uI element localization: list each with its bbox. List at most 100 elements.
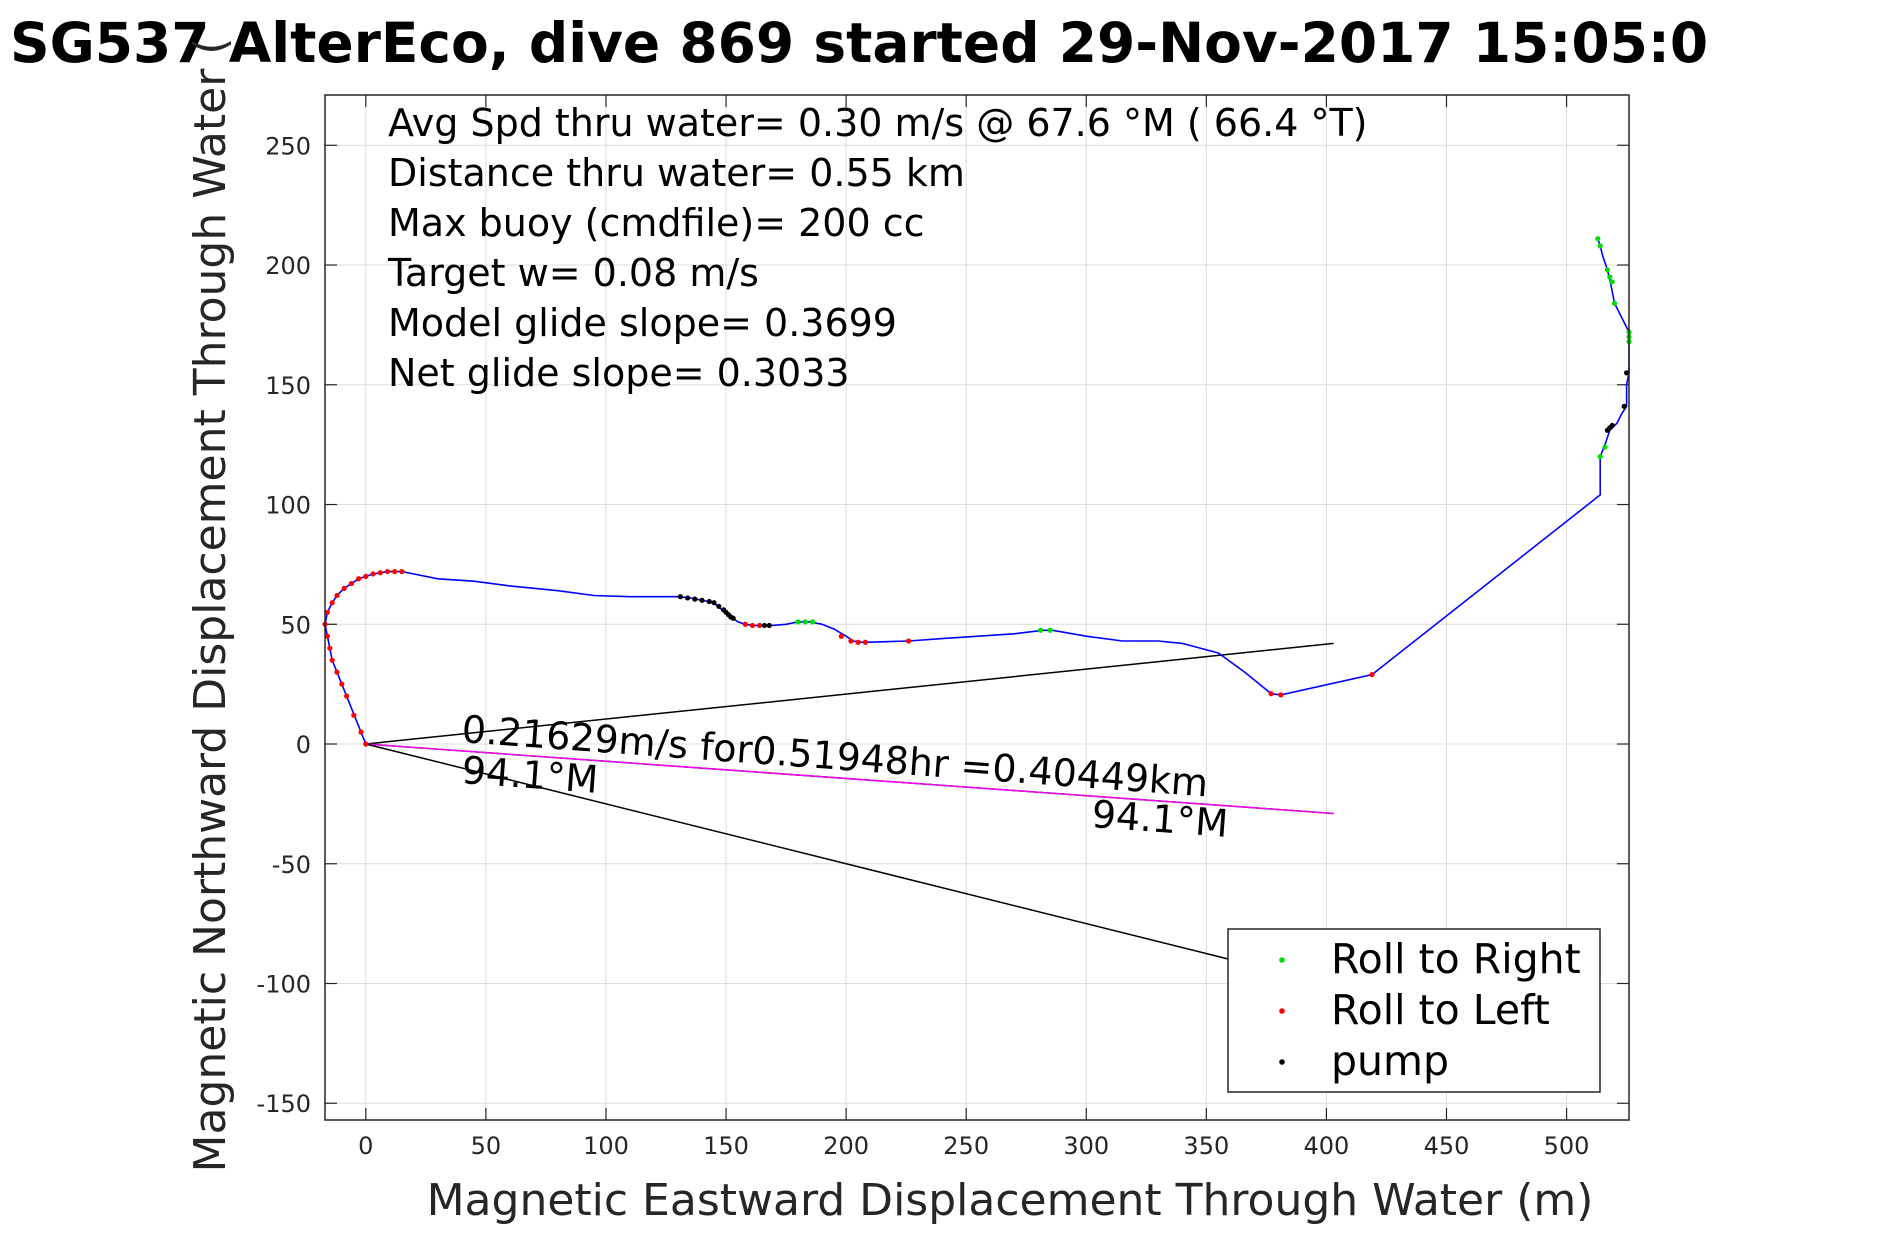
legend-marker-pump bbox=[1279, 1059, 1285, 1065]
info-line-avg-speed: Avg Spd thru water= 0.30 m/s @ 67.6 °M (… bbox=[388, 101, 1368, 145]
roll-left-marker bbox=[742, 621, 748, 627]
legend-label-roll-left: Roll to Left bbox=[1331, 986, 1550, 1034]
current-line bbox=[365, 743, 1334, 815]
y-tick-label: -150 bbox=[257, 1090, 311, 1118]
roll-left-marker bbox=[356, 576, 362, 582]
y-tick-label: -50 bbox=[272, 851, 311, 879]
roll-left-marker bbox=[855, 639, 861, 645]
roll-left-marker bbox=[862, 639, 868, 645]
y-tick-label: 100 bbox=[265, 492, 311, 520]
roll-left-marker bbox=[327, 645, 333, 651]
roll-right-marker bbox=[809, 619, 816, 625]
roll-left-marker bbox=[334, 669, 340, 675]
roll-left-marker bbox=[324, 633, 331, 639]
y-tick-label: 250 bbox=[265, 132, 311, 160]
roll-left-marker bbox=[1268, 691, 1274, 697]
roll-left-marker bbox=[838, 633, 844, 639]
pump-marker bbox=[761, 622, 768, 629]
roll-right-marker bbox=[802, 619, 808, 625]
roll-left-marker bbox=[334, 592, 340, 599]
roll-left-marker bbox=[339, 681, 345, 687]
roll-left-marker bbox=[392, 568, 398, 575]
x-tick-label: 200 bbox=[823, 1132, 869, 1160]
info-line-target-w: Target w= 0.08 m/s bbox=[387, 251, 759, 295]
info-line-model-glide: Model glide slope= 0.3699 bbox=[388, 301, 897, 345]
legend-label-roll-right: Roll to Right bbox=[1331, 935, 1581, 983]
pump-marker bbox=[699, 597, 705, 603]
roll-right-marker bbox=[1602, 444, 1608, 450]
x-tick-label: 0 bbox=[358, 1132, 373, 1160]
pump-marker bbox=[685, 595, 691, 601]
roll-left-marker bbox=[384, 568, 391, 575]
pump-marker bbox=[677, 594, 684, 600]
pump-marker bbox=[711, 600, 717, 606]
info-line-max-buoy: Max buoy (cmdfile)= 200 cc bbox=[388, 201, 925, 245]
roll-right-marker bbox=[1611, 300, 1618, 306]
roll-left-marker bbox=[351, 712, 357, 718]
y-tick-label: 50 bbox=[280, 611, 311, 639]
roll-left-marker bbox=[341, 585, 347, 591]
roll-left-marker bbox=[757, 622, 763, 629]
legend-box bbox=[1227, 928, 1601, 1093]
y-tick-label: 200 bbox=[265, 252, 311, 280]
info-line-net-glide: Net glide slope= 0.3033 bbox=[388, 351, 850, 395]
x-tick-label: 150 bbox=[703, 1132, 749, 1160]
legend-marker-roll-right bbox=[1279, 957, 1285, 963]
roll-left-marker bbox=[348, 580, 355, 587]
heading-label-end: 94.1°M bbox=[1090, 792, 1229, 846]
pump-marker bbox=[1609, 422, 1615, 429]
y-tick-label: 150 bbox=[265, 372, 311, 400]
legend-label-pump: pump bbox=[1331, 1037, 1449, 1085]
roll-left-marker bbox=[377, 570, 383, 576]
x-tick-label: 450 bbox=[1424, 1132, 1470, 1160]
legend: Roll to Right Roll to Left pump bbox=[1227, 928, 1601, 1093]
x-axis-label: Magnetic Eastward Displacement Through W… bbox=[427, 1175, 1594, 1226]
roll-left-marker bbox=[329, 657, 335, 663]
info-text-block: Avg Spd thru water= 0.30 m/s @ 67.6 °M (… bbox=[387, 101, 1368, 395]
info-line-distance: Distance thru water= 0.55 km bbox=[388, 151, 965, 195]
roll-right-marker bbox=[1597, 243, 1603, 249]
plot-frame bbox=[324, 94, 1630, 1121]
roll-left-marker bbox=[905, 638, 912, 644]
roll-left-marker bbox=[363, 741, 369, 747]
x-tick-label: 350 bbox=[1183, 1132, 1229, 1160]
roll-left-marker bbox=[370, 571, 376, 577]
roll-left-marker bbox=[329, 600, 335, 606]
roll-left-marker bbox=[363, 573, 369, 579]
long-heading-line bbox=[365, 743, 1279, 973]
pump-marker bbox=[716, 603, 722, 609]
reference-lines bbox=[365, 642, 1334, 973]
y-tick-label: -100 bbox=[257, 970, 311, 998]
y-tick-label: 0 bbox=[296, 731, 311, 759]
roll-left-marker bbox=[1369, 671, 1375, 678]
upper-heading-line bbox=[365, 642, 1334, 745]
roll-left-marker bbox=[344, 693, 350, 699]
roll-left-marker bbox=[1278, 692, 1284, 698]
heading-label-start: 94.1°M bbox=[460, 748, 599, 802]
pump-marker bbox=[1623, 370, 1630, 376]
x-tick-label: 400 bbox=[1304, 1132, 1350, 1160]
roll-right-marker bbox=[1609, 279, 1615, 285]
x-tick-label: 250 bbox=[943, 1132, 989, 1160]
roll-left-marker bbox=[358, 729, 364, 735]
track-markers bbox=[322, 236, 1632, 747]
roll-right-marker bbox=[1607, 274, 1613, 280]
pump-marker bbox=[730, 615, 736, 621]
chart-title: SG537 AlterEco, dive 869 started 29-Nov-… bbox=[10, 11, 1708, 75]
roll-left-marker bbox=[749, 622, 756, 629]
roll-right-marker bbox=[1595, 236, 1601, 242]
y-axis-label: Magnetic Northward Displacement Through … bbox=[185, 38, 236, 1173]
roll-left-marker bbox=[324, 609, 331, 615]
roll-right-marker bbox=[795, 619, 801, 625]
roll-right-marker bbox=[1038, 627, 1044, 633]
roll-right-marker bbox=[1047, 627, 1053, 633]
roll-left-marker bbox=[848, 638, 854, 644]
x-tick-label: 500 bbox=[1544, 1132, 1590, 1160]
roll-right-marker bbox=[1597, 454, 1603, 460]
pump-marker bbox=[706, 598, 712, 605]
pump-marker bbox=[692, 596, 698, 602]
legend-marker-roll-left bbox=[1279, 1008, 1285, 1014]
x-tick-label: 50 bbox=[471, 1132, 502, 1160]
x-tick-label: 300 bbox=[1063, 1132, 1109, 1160]
